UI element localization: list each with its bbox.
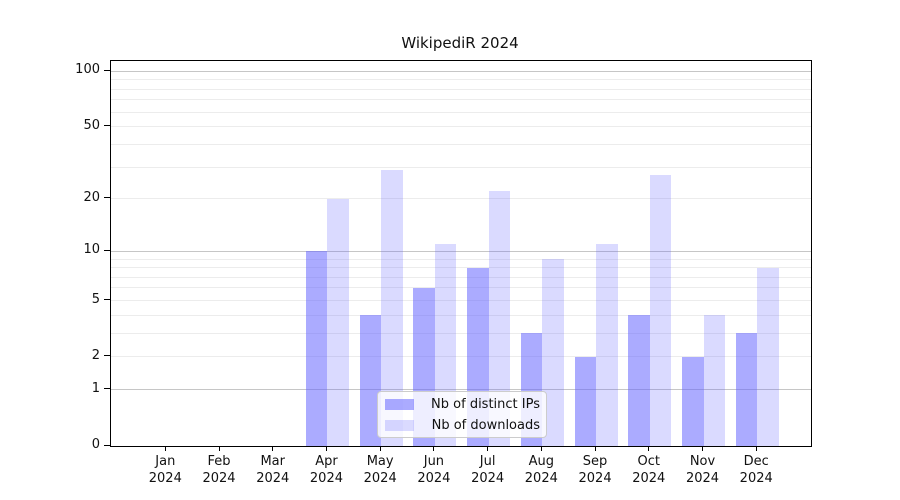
gridline-minor bbox=[111, 287, 811, 289]
bar-may-downloads bbox=[381, 169, 403, 446]
bar-dec-downloads bbox=[757, 267, 779, 446]
bar-oct-downloads bbox=[649, 175, 672, 446]
gridline-minor bbox=[111, 356, 811, 358]
bar-sep-downloads bbox=[596, 244, 618, 446]
bar-apr-ips bbox=[305, 251, 328, 446]
plot-area bbox=[110, 60, 812, 447]
gridline-minor bbox=[111, 99, 811, 101]
y-tick-mark bbox=[104, 299, 110, 300]
x-tick-label: Mar 2024 bbox=[256, 454, 290, 486]
y-tick-label: 10 bbox=[83, 242, 100, 258]
bar-nov-ips bbox=[682, 356, 704, 446]
bar-aug-downloads bbox=[542, 259, 564, 446]
x-tick-label: Jun 2024 bbox=[417, 454, 451, 486]
legend-swatch-downloads bbox=[385, 419, 414, 431]
gridline-minor bbox=[111, 258, 811, 260]
x-tick-mark bbox=[433, 446, 435, 451]
bar-dec-ips bbox=[735, 333, 758, 446]
x-tick-label: Dec 2024 bbox=[739, 454, 773, 486]
x-tick-label: Apr 2024 bbox=[309, 454, 343, 486]
bar-jul-downloads bbox=[488, 191, 511, 446]
gridline-minor bbox=[111, 276, 811, 278]
x-tick-mark bbox=[164, 446, 166, 451]
y-tick-mark bbox=[104, 444, 110, 446]
gridline-minor bbox=[111, 314, 811, 316]
legend-label-distinct-ips: Nb of distinct IPs bbox=[431, 396, 540, 412]
y-tick-mark bbox=[104, 355, 110, 357]
y-tick-mark bbox=[104, 125, 110, 127]
y-tick-label: 20 bbox=[83, 189, 100, 205]
x-tick-mark bbox=[218, 446, 220, 451]
gridline-minor bbox=[111, 111, 811, 113]
bar-apr-downloads bbox=[327, 198, 349, 446]
x-tick-mark bbox=[648, 446, 650, 451]
legend-label-downloads: Nb of downloads bbox=[431, 417, 540, 433]
y-tick-mark bbox=[104, 69, 110, 71]
gridline-major bbox=[111, 389, 811, 391]
legend: Nb of distinct IPs Nb of downloads bbox=[377, 391, 547, 438]
x-tick-mark bbox=[755, 446, 757, 451]
y-tick-label: 100 bbox=[75, 62, 100, 78]
x-tick-label: Jul 2024 bbox=[471, 454, 505, 486]
gridline-major bbox=[111, 250, 811, 252]
x-tick-label: Aug 2024 bbox=[524, 454, 558, 486]
x-tick-label: May 2024 bbox=[363, 454, 397, 486]
x-tick-mark bbox=[487, 446, 489, 451]
gridline-minor bbox=[111, 166, 811, 168]
x-tick-mark bbox=[702, 446, 703, 451]
legend-item-downloads: Nb of downloads bbox=[384, 416, 540, 434]
y-tick-mark bbox=[104, 388, 110, 390]
y-tick-label: 2 bbox=[91, 347, 100, 363]
gridline-minor bbox=[111, 143, 811, 145]
gridline-minor bbox=[111, 88, 811, 90]
chart-title: WikipediR 2024 bbox=[401, 34, 519, 52]
gridline-minor bbox=[111, 267, 811, 269]
gridline-minor bbox=[111, 198, 811, 200]
x-tick-mark bbox=[272, 446, 274, 451]
gridline-minor bbox=[111, 126, 811, 128]
y-tick-label: 0 bbox=[91, 437, 100, 452]
gridline-minor bbox=[111, 332, 811, 334]
y-tick-label: 1 bbox=[91, 380, 100, 396]
bar-sep-ips bbox=[574, 356, 597, 446]
gridline-minor bbox=[111, 300, 811, 301]
x-tick-mark bbox=[325, 446, 327, 451]
x-tick-mark bbox=[540, 446, 542, 451]
x-tick-label: Nov 2024 bbox=[685, 454, 720, 486]
x-tick-label: Feb 2024 bbox=[202, 454, 236, 486]
bar-nov-downloads bbox=[703, 315, 725, 446]
x-tick-label: Sep 2024 bbox=[578, 454, 612, 486]
legend-item-distinct-ips: Nb of distinct IPs bbox=[384, 395, 540, 413]
x-tick-label: Jan 2024 bbox=[148, 454, 182, 486]
bar-may-ips bbox=[359, 315, 382, 446]
y-tick-label: 50 bbox=[83, 117, 100, 133]
bar-oct-ips bbox=[628, 315, 650, 446]
y-tick-mark bbox=[104, 249, 110, 251]
y-tick-label: 5 bbox=[91, 291, 100, 307]
x-tick-label: Oct 2024 bbox=[632, 454, 666, 486]
x-tick-mark bbox=[594, 446, 596, 451]
gridline-minor bbox=[111, 79, 811, 81]
legend-swatch-distinct-ips bbox=[385, 398, 414, 410]
x-tick-mark bbox=[379, 446, 381, 451]
y-tick-mark bbox=[104, 197, 110, 199]
gridline-major bbox=[111, 70, 811, 72]
